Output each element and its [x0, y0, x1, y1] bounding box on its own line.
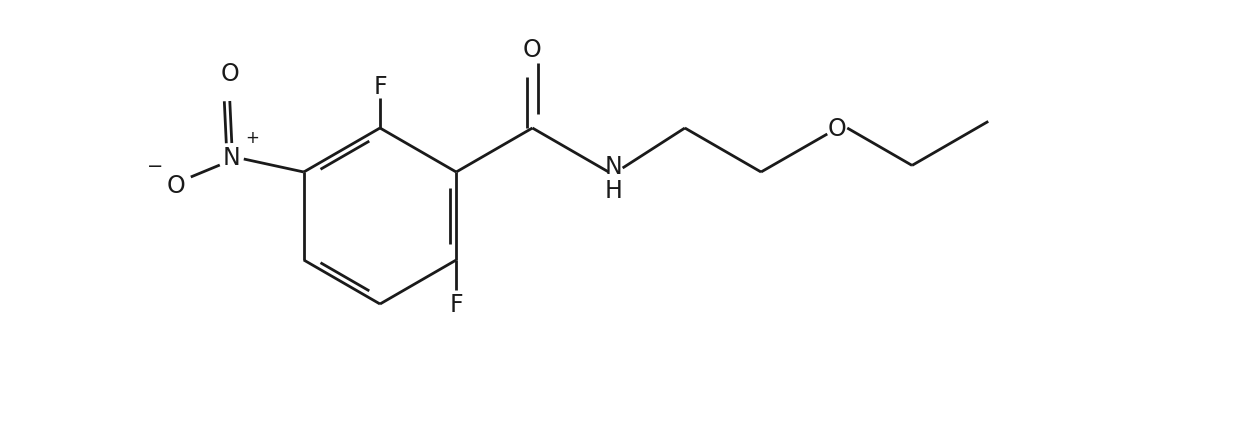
- Text: −: −: [147, 157, 163, 176]
- Text: H: H: [604, 178, 623, 202]
- Text: F: F: [450, 292, 464, 316]
- Text: O: O: [523, 38, 541, 62]
- Text: N: N: [222, 146, 241, 170]
- Text: O: O: [220, 62, 239, 86]
- Text: O: O: [828, 117, 847, 141]
- Text: F: F: [373, 75, 387, 99]
- Text: +: +: [245, 129, 258, 147]
- Text: O: O: [167, 173, 185, 198]
- Text: N: N: [604, 155, 623, 178]
